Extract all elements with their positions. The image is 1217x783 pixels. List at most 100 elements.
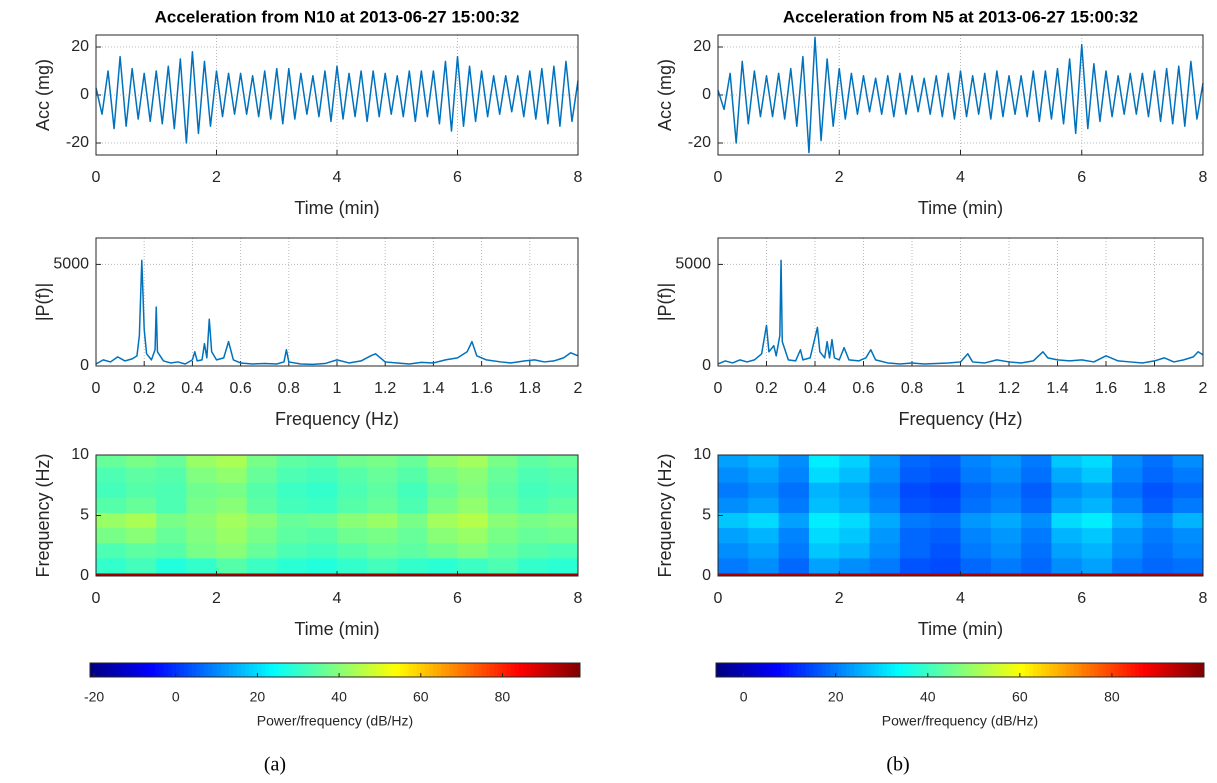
colorbar-stripe: [1073, 663, 1079, 677]
heatmap-cell: [899, 512, 931, 529]
colorbar-stripe: [122, 663, 128, 677]
heatmap-cell: [246, 512, 278, 529]
colorbar-stripe: [964, 663, 969, 677]
heatmap-cell: [990, 557, 1022, 574]
heatmap-cell: [1021, 512, 1052, 529]
colorbar-label: Power/frequency (dB/Hz): [882, 713, 1038, 729]
colorbar-stripe: [339, 663, 344, 677]
colorbar-stripe: [821, 663, 827, 677]
colorbar-stripe: [167, 663, 173, 677]
heatmap-cell: [126, 482, 157, 498]
colorbar-stripe: [473, 663, 479, 677]
x-tick-label: 2: [835, 169, 844, 186]
plot-frame: [95, 454, 579, 577]
x-tick-label: 8: [1199, 169, 1208, 186]
heatmap-cell: [397, 512, 428, 529]
x-tick-label: 4: [956, 169, 965, 186]
heatmap-cell: [1081, 557, 1113, 574]
colorbar-stripe: [559, 663, 565, 677]
colorbar-stripe: [453, 663, 458, 677]
heatmap-cell: [457, 542, 489, 559]
x-tick-label: 4: [956, 590, 965, 607]
plot-frame: [717, 454, 1204, 577]
heatmap-cell: [1021, 482, 1052, 498]
colorbar-stripe: [94, 663, 99, 677]
heatmap-cell: [718, 572, 749, 577]
heatmap-cell: [808, 557, 840, 574]
colorbar-stripe: [98, 663, 103, 677]
heatmap-cell: [778, 482, 810, 498]
heatmap-cell: [306, 482, 338, 498]
colorbar-stripe: [134, 663, 140, 677]
heatmap-cell: [517, 527, 549, 544]
heatmap-cell: [306, 572, 338, 577]
heatmap-cell: [126, 542, 157, 559]
colorbar-stripe: [424, 663, 430, 677]
heatmap-cell: [748, 542, 780, 559]
plot-frame: [717, 237, 1204, 367]
colorbar-stripe: [179, 663, 185, 677]
heatmap-cell: [1112, 572, 1143, 577]
heatmap-cell: [367, 542, 398, 559]
colorbar-stripe: [724, 663, 729, 677]
heatmap-cell: [930, 467, 961, 483]
heatmap-cell: [748, 572, 780, 577]
heatmap-cell: [306, 512, 338, 529]
colorbar-stripe: [571, 663, 577, 677]
heatmap-cell: [899, 527, 931, 544]
colorbar-stripe: [752, 663, 758, 677]
colorbar-stripe: [756, 663, 762, 677]
heatmap-cell: [869, 455, 901, 468]
heatmap-cell: [306, 542, 338, 559]
y-tick-label: 0: [702, 567, 711, 584]
heatmap-cell: [186, 527, 217, 544]
heatmap-cell: [96, 512, 127, 529]
colorbar-stripe: [371, 663, 377, 677]
x-axis-label: Time (min): [918, 619, 1003, 639]
heatmap-cell: [547, 527, 579, 544]
y-tick-label: 5000: [675, 256, 711, 273]
colorbar-stripe: [1114, 663, 1120, 677]
x-tick-label: 1.6: [1095, 380, 1117, 397]
colorbar-stripe: [400, 663, 405, 677]
colorbar-stripe: [155, 663, 160, 677]
colorbar-stripe: [846, 663, 851, 677]
colorbar-stripe: [277, 663, 283, 677]
colorbar-stripe: [768, 663, 774, 677]
heatmap-cell: [487, 512, 519, 529]
heatmap-cell: [216, 467, 248, 483]
x-tick-label: 0.2: [755, 380, 777, 397]
heatmap-cell: [960, 527, 992, 544]
colorbar-stripe: [110, 663, 115, 677]
heatmap-cell: [427, 467, 458, 483]
colorbar-stripe: [445, 663, 450, 677]
colorbar-tick-label: 0: [740, 689, 748, 705]
heatmap-cell: [839, 467, 871, 483]
colorbar-stripe: [1065, 663, 1071, 677]
heatmap-cell: [397, 527, 428, 544]
heatmap-cell: [487, 542, 519, 559]
y-axis-label: Acc (mg): [33, 59, 53, 131]
y-tick-label: 0: [80, 86, 89, 103]
heatmap-cell: [487, 482, 519, 498]
heatmap-cell: [246, 557, 278, 574]
heatmap-cell: [1142, 467, 1174, 483]
heatmap-cell: [246, 572, 278, 577]
heatmap-cell: [808, 497, 840, 513]
colorbar-stripe: [809, 663, 815, 677]
x-tick-label: 1.8: [1143, 380, 1165, 397]
colorbar-stripe: [322, 663, 328, 677]
heatmap-cell: [1081, 467, 1113, 483]
colorbar-stripe: [490, 663, 495, 677]
colorbar-stripe: [547, 663, 552, 677]
colorbar-stripe: [1183, 663, 1189, 677]
y-tick-label: -20: [66, 134, 89, 151]
heatmap-cell: [748, 557, 780, 574]
heatmap-cell: [1172, 467, 1204, 483]
heatmap-cell: [186, 467, 217, 483]
heatmap-cell: [186, 482, 217, 498]
colorbar-stripe: [850, 663, 855, 677]
heatmap-cell: [718, 455, 749, 468]
colorbar-stripe: [1138, 663, 1144, 677]
